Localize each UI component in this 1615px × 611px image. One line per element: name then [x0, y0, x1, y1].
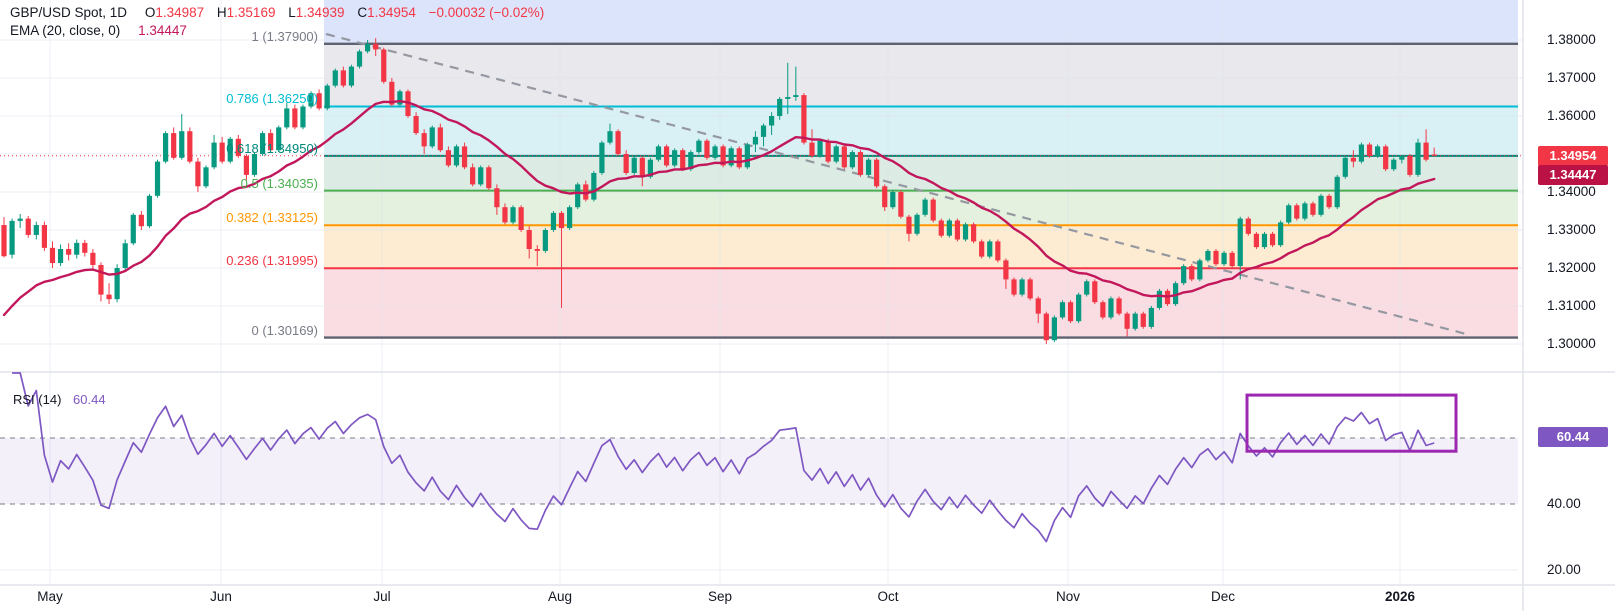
chart-legend-ema[interactable]: EMA (20, close, 0) 1.34447: [10, 23, 187, 39]
fib-level-label[interactable]: 0 (1.30169): [251, 323, 319, 338]
price-axis-label: 1.32000: [1547, 260, 1596, 275]
time-axis-label[interactable]: May: [37, 589, 63, 604]
time-axis-label[interactable]: Aug: [547, 589, 573, 604]
price-axis-label: 1.33000: [1547, 222, 1596, 237]
ohlc-open-value: 1.34987: [155, 5, 205, 20]
time-axis-label[interactable]: Jul: [373, 589, 391, 604]
ohlc-low-value: 1.34939: [295, 5, 345, 20]
rsi-indicator-value: 60.44: [73, 392, 106, 407]
time-axis-label[interactable]: Nov: [1055, 589, 1081, 604]
rsi-indicator-label[interactable]: RSI (14): [13, 392, 62, 407]
rsi-value-badge: 60.44: [1538, 427, 1608, 447]
time-axis-label[interactable]: Dec: [1210, 589, 1236, 604]
fib-level-label[interactable]: 0.786 (1.36250): [226, 91, 318, 106]
time-axis-label[interactable]: 2026: [1384, 589, 1416, 604]
last-price-badge: 1.34954: [1538, 146, 1608, 166]
rsi-legend[interactable]: RSI (14) 60.44: [13, 392, 106, 408]
price-axis-label: 1.30000: [1547, 336, 1596, 351]
time-axis-label[interactable]: Sep: [707, 589, 733, 604]
ema-value-badge: 1.34447: [1538, 165, 1608, 185]
time-axis-label[interactable]: Jun: [210, 589, 232, 604]
ohlc-close-label: C: [357, 5, 368, 20]
price-axis-label: 1.37000: [1547, 70, 1596, 85]
price-axis-label: 1.34000: [1547, 184, 1596, 199]
rsi-line[interactable]: [12, 372, 1435, 543]
rsi-axis-label: 40.00: [1547, 496, 1581, 511]
price-axis-label: 1.38000: [1547, 32, 1596, 47]
symbol-title[interactable]: GBP/USD Spot, 1D: [10, 5, 128, 20]
ema-indicator-label[interactable]: EMA (20, close, 0): [10, 23, 121, 38]
price-axis-label: 1.36000: [1547, 108, 1596, 123]
fib-level-label[interactable]: 0.5 (1.34035): [240, 176, 318, 191]
fib-level-label[interactable]: 0.382 (1.33125): [226, 210, 318, 225]
rsi-highlight-box[interactable]: [1245, 393, 1458, 453]
change-value: −0.00032 (−0.02%): [428, 5, 545, 20]
ohlc-open-label: O: [144, 5, 156, 20]
rsi-axis-label: 20.00: [1547, 562, 1581, 577]
fib-level-label[interactable]: 0.236 (1.31995): [226, 253, 318, 268]
price-axis-label: 1.31000: [1547, 298, 1596, 313]
ema-indicator-value: 1.34447: [138, 23, 187, 38]
ema-line[interactable]: [2, 99, 1436, 317]
ohlc-high-value: 1.35169: [226, 5, 276, 20]
ohlc-high-label: H: [216, 5, 227, 20]
chart-legend-main[interactable]: GBP/USD Spot, 1D O1.34987 H1.35169 L1.34…: [10, 5, 544, 21]
ohlc-close-value: 1.34954: [367, 5, 416, 20]
candlestick-series[interactable]: [1, 38, 1437, 344]
fib-level-label[interactable]: 1 (1.37900): [251, 29, 319, 44]
descending-trendline[interactable]: [325, 32, 1467, 336]
fib-level-label[interactable]: 0.618 (1.34950): [226, 141, 318, 156]
ohlc-low-label: L: [288, 5, 296, 20]
time-axis-label[interactable]: Oct: [877, 589, 899, 604]
